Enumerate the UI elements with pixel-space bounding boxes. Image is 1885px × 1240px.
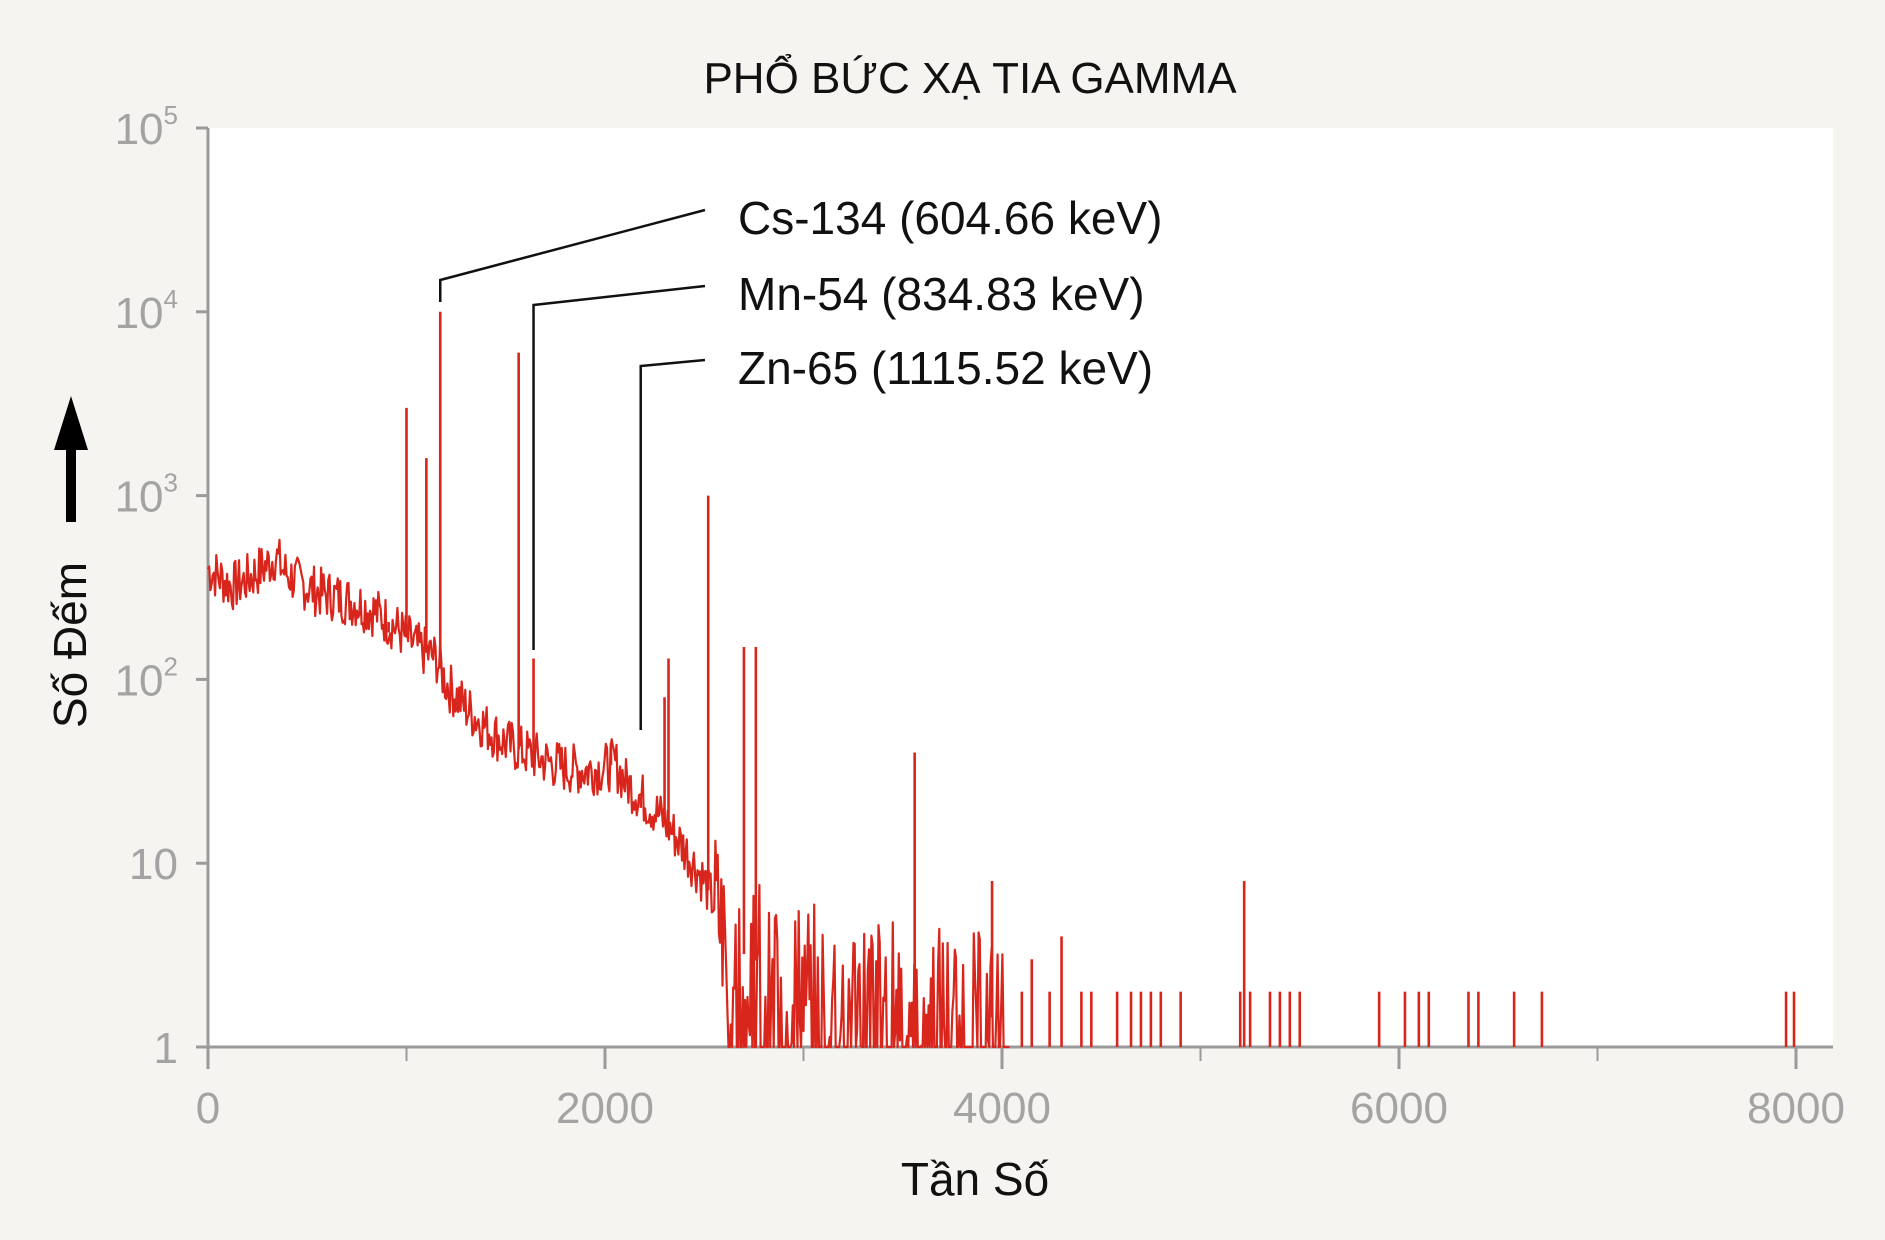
- y-tick-label: 105: [115, 100, 178, 154]
- spectrum-continuum: [206, 538, 1010, 1049]
- peak-annotations: Cs-134 (604.66 keV) Mn-54 (834.83 keV) Zn-…: [438, 192, 1162, 730]
- annotation-leader-line: [532, 284, 706, 650]
- spectrum-series: [206, 311, 1796, 1049]
- annotation-label: Zn-65 (1115.52 keV): [738, 342, 1153, 394]
- x-axis-label: Tần Số: [901, 1153, 1049, 1205]
- annotation-leader-line: [438, 208, 706, 302]
- x-tick-label: 4000: [953, 1084, 1051, 1133]
- y-tick-label: 104: [115, 284, 178, 338]
- x-tick-label: 6000: [1350, 1084, 1448, 1133]
- annotation-leader-line: [639, 358, 706, 730]
- y-axis-label-group: Số Đếm: [44, 396, 96, 728]
- y-tick-label: 102: [115, 651, 178, 705]
- x-tick-label: 2000: [556, 1084, 654, 1133]
- up-arrow-icon: [54, 396, 88, 522]
- chart-title: PHỔ BỨC XẠ TIA GAMMA: [703, 52, 1237, 103]
- y-tick-label: 10: [129, 840, 178, 889]
- y-tick-label: 1: [154, 1024, 178, 1073]
- plot-background: [208, 128, 1833, 1048]
- y-tick-label: 103: [115, 468, 178, 522]
- annotation-label: Cs-134 (604.66 keV): [738, 192, 1162, 244]
- x-tick-label: 8000: [1747, 1084, 1845, 1133]
- x-tick-label: 0: [196, 1084, 220, 1133]
- annotation-label: Mn-54 (834.83 keV): [738, 268, 1145, 320]
- axes: 0 2000 4000 6000 8000 1 10 102 103 104 105: [115, 100, 1845, 1133]
- y-axis-label: Số Đếm: [44, 562, 96, 728]
